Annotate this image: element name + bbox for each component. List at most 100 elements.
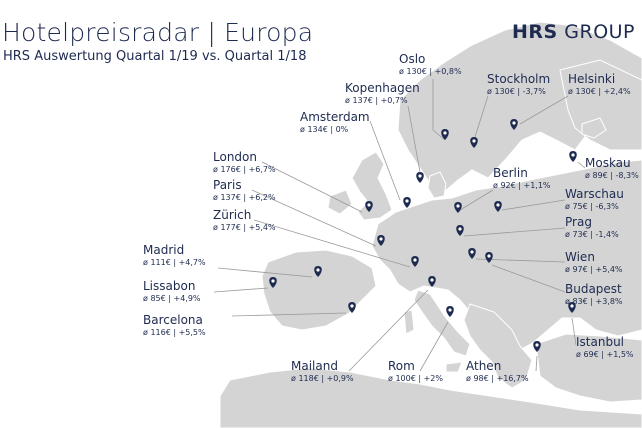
land-north-africa (219, 367, 642, 428)
city-value: ø 137€ | +6,2% (213, 193, 276, 202)
city-label-paris: Paris ø 137€ | +6,2% (213, 178, 276, 203)
leader-line-istanbul (571, 317, 577, 346)
city-name: Berlin (493, 166, 528, 180)
land-finland (559, 59, 642, 151)
leader-line-warschau (501, 199, 566, 211)
leader-line-berlin (459, 189, 494, 211)
leader-line-athen (535, 355, 538, 372)
city-label-amsterdam: Amsterdam ø 134€ | 0% (300, 110, 370, 135)
leader-line-oslo (432, 79, 446, 141)
city-label-oslo: Oslo ø 130€ | +0,8% (399, 52, 462, 77)
city-label-lissabon: Lissabon ø 85€ | +4,9% (143, 279, 201, 304)
page-subtitle: HRS Auswertung Quartal 1/19 vs. Quartal … (3, 49, 307, 64)
location-pin-dot-lissabon (271, 279, 275, 283)
city-label-zuerich: Zürich ø 177€ | +5,4% (213, 208, 276, 233)
city-name: Lissabon (143, 279, 196, 293)
leader-line-london (261, 161, 363, 213)
leader-line-moskau (577, 161, 586, 169)
location-pin-dot-stockholm (472, 139, 476, 143)
city-name: Budapest (565, 282, 622, 296)
city-label-moskau: Moskau ø 89€ | -8,3% (585, 156, 639, 181)
city-label-rom: Rom ø 100€ | +2% (388, 359, 443, 384)
city-name: Wien (565, 250, 595, 264)
city-value: ø 118€ | +0,9% (291, 374, 354, 383)
city-name: Mailand (291, 359, 338, 373)
land-ireland (327, 189, 353, 215)
city-label-istanbul: Istanbul ø 69€ | +1,5% (576, 335, 634, 360)
location-pin-dot-mailand (430, 278, 434, 282)
city-value: ø 97€ | +5,4% (565, 265, 623, 274)
location-pin-dot-paris (379, 237, 383, 241)
city-label-stockholm: Stockholm ø 130€ | -3,7% (487, 72, 550, 97)
land-continent (371, 159, 642, 351)
leader-line-rom (419, 321, 449, 372)
city-value: ø 89€ | -8,3% (585, 171, 639, 180)
city-label-barcelona: Barcelona ø 116€ | +5,5% (143, 313, 206, 338)
city-label-helsinki: Helsinki ø 130€ | +2,4% (568, 72, 631, 97)
land-balkans (463, 303, 533, 389)
hrs-group-logo: HRS GROUP (512, 21, 635, 43)
leader-line-paris (251, 189, 377, 247)
city-value: ø 134€ | 0% (300, 125, 349, 134)
logo-rest-text: GROUP (564, 21, 636, 43)
location-pin-dot-istanbul (570, 304, 574, 308)
city-label-london: London ø 176€ | +6,7% (213, 150, 276, 175)
city-label-prag: Prag ø 73€ | -1,4% (565, 215, 619, 240)
location-pin-dot-berlin (456, 204, 460, 208)
city-value: ø 177€ | +5,4% (213, 223, 276, 232)
city-name: Oslo (399, 52, 426, 66)
land-denmark (427, 171, 447, 199)
city-name: London (213, 150, 257, 164)
logo-bold-text: HRS (512, 21, 558, 43)
city-value: ø 85€ | +4,9% (143, 294, 201, 303)
leader-line-stockholm (473, 95, 489, 141)
leader-line-prag (463, 227, 566, 237)
city-label-athen: Athen ø 98€ | +16,7% (466, 359, 529, 384)
city-value: ø 176€ | +6,7% (213, 165, 276, 174)
city-value: ø 111€ | +4,7% (143, 258, 206, 267)
city-name: Amsterdam (300, 110, 370, 124)
location-pin-dot-wien (470, 250, 474, 254)
pins (269, 119, 577, 352)
leader-line-zuerich (253, 219, 411, 268)
location-pin-dot-helsinki (512, 121, 516, 125)
city-name: Warschau (565, 187, 624, 201)
city-label-budapest: Budapest ø 83€ | +3,8% (565, 282, 623, 307)
land-masses (219, 21, 642, 428)
city-label-berlin: Berlin ø 92€ | +1,1% (493, 166, 551, 191)
leader-line-kopenhagen (407, 105, 421, 173)
land-turkey (535, 333, 642, 403)
city-value: ø 100€ | +2% (388, 374, 443, 383)
land-sardinia (403, 309, 415, 335)
leader-line-madrid (217, 267, 313, 278)
city-value: ø 130€ | -3,7% (487, 87, 546, 96)
land-island (581, 117, 607, 139)
location-pin-dot-barcelona (350, 304, 354, 308)
city-label-madrid: Madrid ø 111€ | +4,7% (143, 243, 206, 268)
city-value: ø 116€ | +5,5% (143, 328, 206, 337)
location-pin-dot-warschau (496, 203, 500, 207)
leader-line-lissabon (213, 287, 269, 293)
leader-line-amsterdam (369, 120, 401, 201)
city-name: Istanbul (576, 335, 625, 349)
city-value: ø 130€ | +2,4% (568, 87, 631, 96)
land-sicily (445, 361, 463, 373)
city-name: Rom (388, 359, 415, 373)
leader-line-mailand (348, 289, 429, 372)
location-pin-dot-zuerich (413, 258, 417, 262)
location-pin-dot-london (367, 203, 371, 207)
location-pin-dot-prag (458, 227, 462, 231)
city-name: Kopenhagen (345, 81, 420, 95)
city-name: Athen (466, 359, 502, 373)
location-pin-dot-kopenhagen (418, 174, 422, 178)
location-pin-dot-budapest (487, 254, 491, 258)
location-pin-dot-athen (535, 343, 539, 347)
city-name: Zürich (213, 208, 252, 222)
city-label-warschau: Warschau ø 75€ | -6,3% (565, 187, 624, 212)
city-name: Moskau (585, 156, 631, 170)
city-value: ø 73€ | -1,4% (565, 230, 619, 239)
leader-line-barcelona (231, 312, 347, 317)
city-label-kopenhagen: Kopenhagen ø 137€ | +0,7% (345, 81, 420, 106)
location-pin-dot-rom (448, 308, 452, 312)
